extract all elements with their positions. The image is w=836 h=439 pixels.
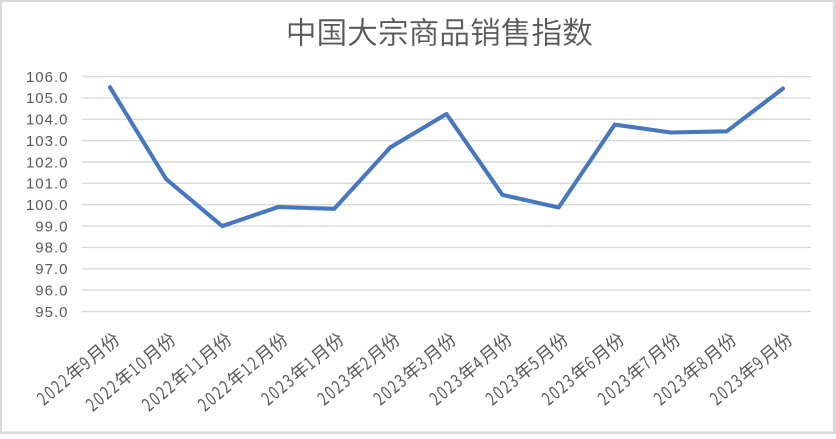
svg-text:103.0: 103.0 [26,133,69,150]
svg-text:105.0: 105.0 [26,90,69,107]
svg-text:97.0: 97.0 [35,261,68,278]
svg-text:98.0: 98.0 [35,240,68,257]
svg-text:104.0: 104.0 [26,112,69,129]
svg-text:99.0: 99.0 [35,218,68,235]
svg-text:106.0: 106.0 [26,69,69,86]
svg-text:102.0: 102.0 [26,154,69,171]
svg-text:96.0: 96.0 [35,282,68,299]
svg-text:101.0: 101.0 [26,176,69,193]
svg-text:95.0: 95.0 [35,304,68,321]
svg-text:100.0: 100.0 [26,197,69,214]
